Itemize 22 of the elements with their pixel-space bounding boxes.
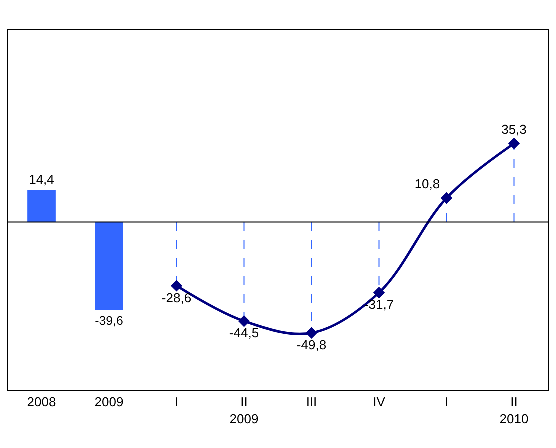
point — [508, 138, 520, 150]
x-tick-label: IV — [373, 394, 386, 410]
x-tick-label: II 2009 — [230, 394, 259, 426]
point — [306, 327, 318, 340]
point — [440, 192, 453, 204]
x-tick-label: 2009 — [94, 394, 124, 410]
x-tick-label: I — [444, 394, 449, 410]
data-label: -49,8 — [296, 338, 327, 353]
x-tick-label: III — [306, 394, 318, 410]
point — [238, 316, 250, 328]
data-label: 35,3 — [502, 122, 527, 137]
data-label: 10,8 — [414, 176, 440, 192]
x-tick-label: I — [174, 394, 179, 410]
data-label: 14,4 — [29, 172, 54, 188]
data-label: -44,5 — [229, 326, 260, 341]
data-label: -39,6 — [95, 314, 124, 328]
point — [170, 280, 183, 292]
x-tick-label: 2008 — [27, 394, 56, 410]
x-tick-label: II 2010 — [500, 394, 529, 426]
point — [373, 287, 386, 299]
data-label: -28,6 — [162, 290, 192, 306]
data-label: -31,7 — [364, 297, 394, 312]
